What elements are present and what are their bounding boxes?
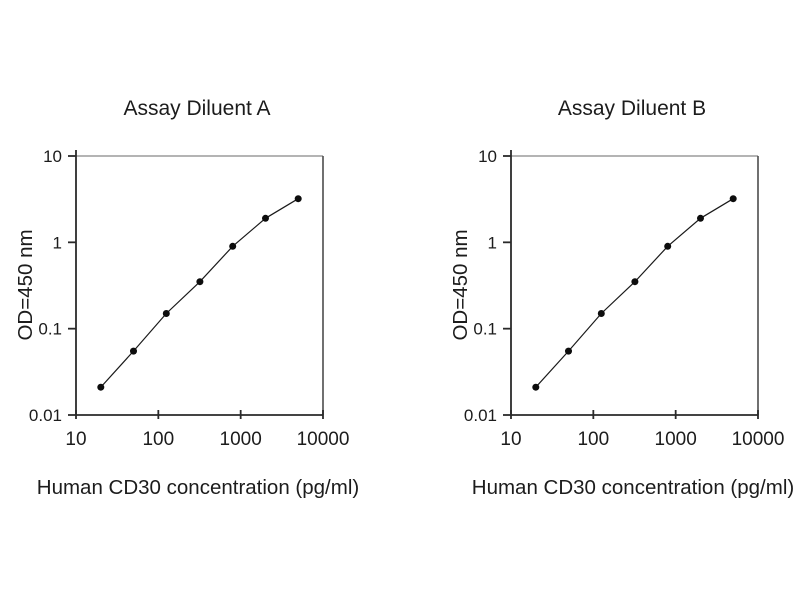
data-point [597, 310, 605, 317]
x-tick-label: 10 [65, 429, 86, 450]
data-point [631, 278, 639, 286]
data-point [162, 310, 170, 317]
data-point [229, 242, 237, 250]
x-tick-label: 10 [500, 429, 521, 450]
y-axis-title: OD=450 nm [14, 229, 37, 340]
y-tick-label: 10 [478, 147, 497, 166]
x-axis-title: Human CD30 concentration (pg/ml) [472, 476, 794, 499]
x-tick-label: 100 [577, 429, 609, 450]
x-tick-label: 100 [142, 429, 174, 450]
data-point [729, 195, 737, 203]
data-point [97, 383, 105, 391]
data-point [294, 195, 302, 203]
data-point [532, 383, 540, 391]
y-tick-label: 10 [43, 147, 62, 166]
y-tick-label: 0.01 [29, 406, 62, 425]
data-point [130, 347, 137, 355]
data-point [664, 242, 672, 250]
chart-title: Assay Diluent A [123, 97, 270, 120]
x-tick-label: 1000 [220, 429, 262, 450]
chart-title: Assay Diluent B [558, 97, 706, 120]
x-axis-title: Human CD30 concentration (pg/ml) [37, 476, 359, 499]
x-tick-label: 1000 [655, 429, 697, 450]
y-tick-label: 0.1 [38, 320, 62, 339]
data-point [565, 347, 572, 355]
y-tick-label: 0.1 [473, 320, 497, 339]
y-tick-label: 1 [53, 233, 62, 252]
y-axis-title: OD=450 nm [449, 229, 472, 340]
data-point [697, 214, 704, 222]
y-tick-label: 1 [488, 233, 497, 252]
x-tick-label: 10000 [297, 429, 350, 450]
data-point [262, 214, 269, 222]
y-tick-label: 0.01 [464, 406, 497, 425]
series-line [535, 198, 734, 388]
series-line [100, 198, 299, 388]
x-tick-label: 10000 [732, 429, 785, 450]
data-point [196, 278, 204, 286]
